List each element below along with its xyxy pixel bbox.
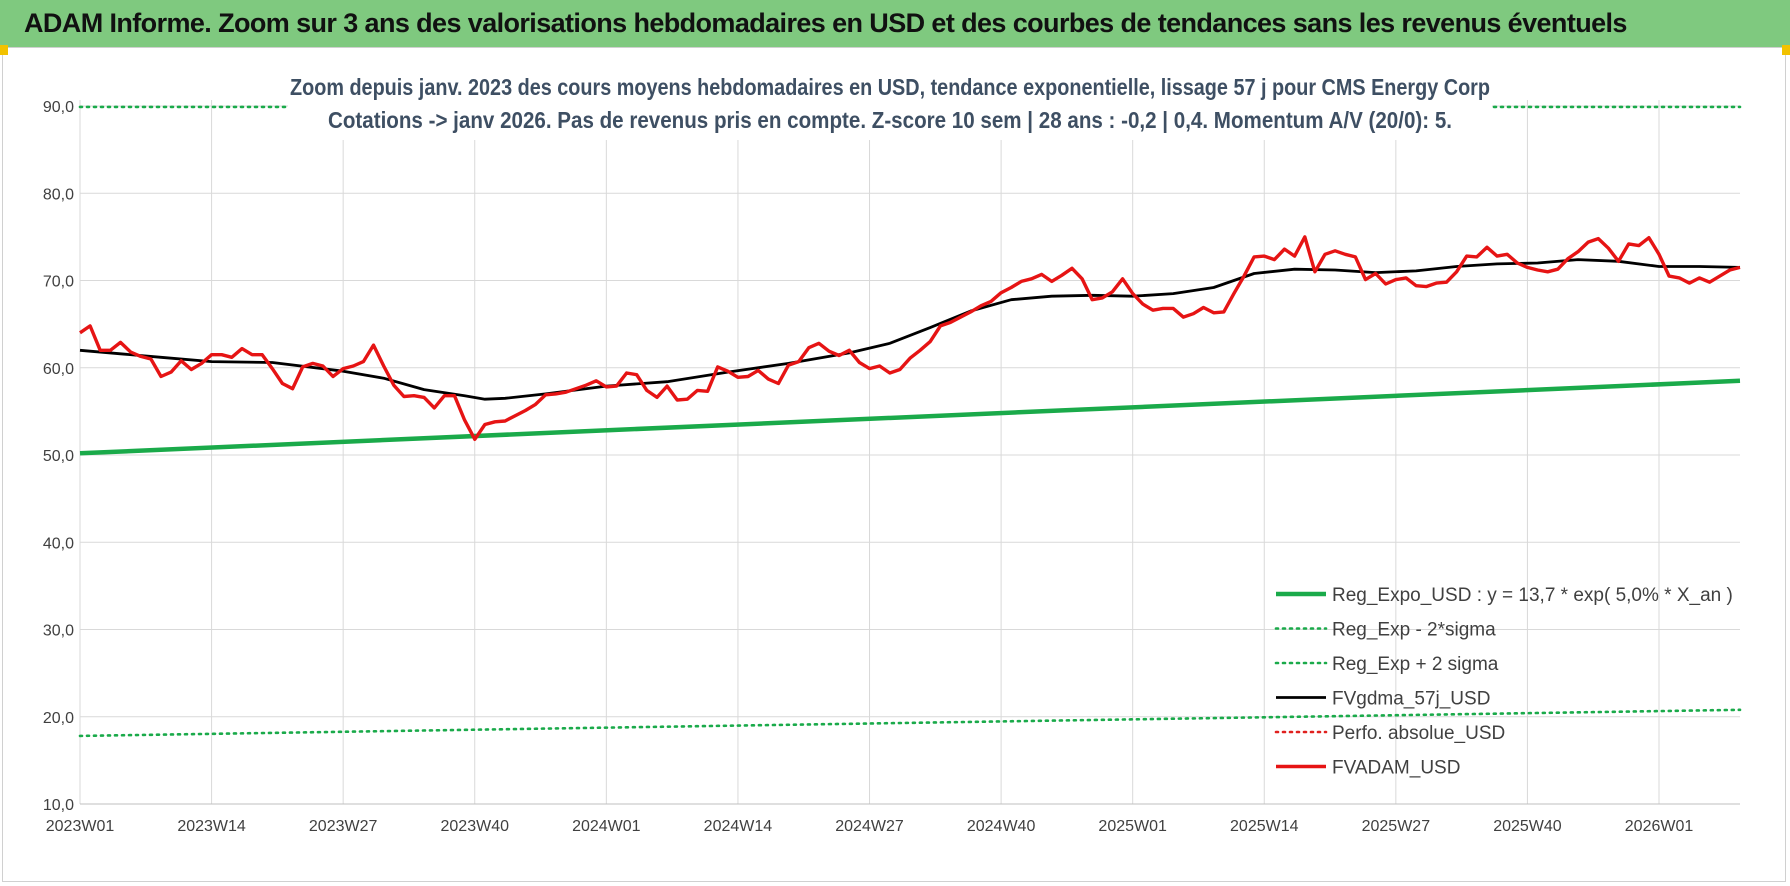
y-tick-label: 30,0 bbox=[43, 623, 74, 640]
x-tick-label: 2025W40 bbox=[1493, 818, 1562, 835]
legend-entry: Reg_Exp - 2*sigma bbox=[1332, 620, 1496, 641]
y-tick-label: 70,0 bbox=[43, 274, 74, 291]
legend-entry: Reg_Expo_USD : y = 13,7 * exp( 5,0% * X_… bbox=[1332, 585, 1733, 606]
legend-entry: FVgdma_57j_USD bbox=[1332, 689, 1490, 710]
chart-title-line-2: Cotations -> janv 2026. Pas de revenus p… bbox=[328, 107, 1452, 133]
report-banner: ADAM Informe. Zoom sur 3 ans des valoris… bbox=[0, 0, 1790, 48]
x-tick-label: 2026W01 bbox=[1625, 818, 1694, 835]
x-tick-label: 2025W01 bbox=[1098, 818, 1167, 835]
x-tick-label: 2024W40 bbox=[967, 818, 1036, 835]
chart-legend: Reg_Expo_USD : y = 13,7 * exp( 5,0% * X_… bbox=[1274, 585, 1733, 779]
corner-mark bbox=[0, 45, 8, 55]
chart-title-background bbox=[288, 62, 1492, 140]
chart-series bbox=[78, 105, 1742, 738]
x-tick-label: 2023W14 bbox=[177, 818, 246, 835]
legend-entry: Reg_Exp + 2 sigma bbox=[1332, 654, 1499, 675]
chart-grid bbox=[79, 100, 1740, 805]
x-tick-label: 2023W01 bbox=[46, 818, 115, 835]
legend-entry: Perfo. absolue_USD bbox=[1332, 723, 1505, 744]
y-tick-label: 80,0 bbox=[43, 186, 74, 203]
chart-title-line-1: Zoom depuis janv. 2023 des cours moyens … bbox=[290, 74, 1490, 100]
x-tick-label: 2025W27 bbox=[1362, 818, 1431, 835]
x-tick-label: 2024W14 bbox=[704, 818, 773, 835]
y-tick-label: 50,0 bbox=[43, 448, 74, 465]
x-tick-label: 2024W27 bbox=[835, 818, 904, 835]
series-line-5 bbox=[79, 235, 1741, 441]
chart-frame bbox=[2, 47, 1786, 882]
y-tick-label: 90,0 bbox=[43, 99, 74, 116]
report-banner-title: ADAM Informe. Zoom sur 3 ans des valoris… bbox=[24, 8, 1627, 38]
x-tick-label: 2025W14 bbox=[1230, 818, 1299, 835]
y-tick-label: 10,0 bbox=[43, 797, 74, 814]
x-tick-label: 2023W40 bbox=[441, 818, 510, 835]
chart-title: Zoom depuis janv. 2023 des cours moyens … bbox=[288, 62, 1492, 140]
corner-mark bbox=[1782, 45, 1790, 55]
y-tick-label: 40,0 bbox=[43, 535, 74, 552]
y-tick-label: 60,0 bbox=[43, 361, 74, 378]
chart-axes: 10,0 20,0 30,0 40,0 50,0 60,0 70,0 80,0 90,0 2023… bbox=[43, 99, 1694, 835]
y-tick-label: 20,0 bbox=[43, 710, 74, 727]
x-tick-label: 2024W01 bbox=[572, 818, 641, 835]
series-line-0 bbox=[79, 378, 1741, 456]
x-tick-label: 2023W27 bbox=[309, 818, 378, 835]
legend-entry: FVADAM_USD bbox=[1332, 758, 1460, 779]
